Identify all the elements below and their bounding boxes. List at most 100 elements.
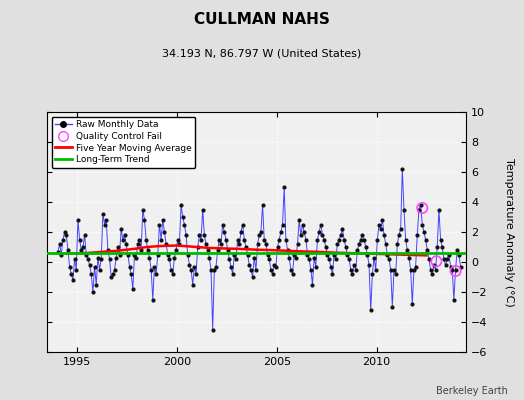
Point [395,232,403,238]
Point [111,266,119,273]
Point [163,251,172,258]
Point [80,232,89,238]
Point [398,166,407,172]
Point [64,247,72,253]
Point [101,221,109,228]
Point [233,236,242,243]
Point [370,254,378,261]
Point [415,206,423,213]
Point [167,266,176,273]
Point [358,232,367,238]
Point [403,247,411,253]
Point [121,232,129,238]
Point [352,266,360,273]
Point [287,266,295,273]
Point [190,263,199,270]
Point [413,232,421,238]
Point [258,202,267,208]
Text: 34.193 N, 86.797 W (United States): 34.193 N, 86.797 W (United States) [162,48,362,58]
Point [411,263,420,270]
Point [407,266,415,273]
Point [373,236,381,243]
Point [192,271,200,277]
Point [67,271,75,277]
Point [450,296,458,303]
Point [300,229,308,235]
Point [209,326,217,333]
Point [375,221,383,228]
Point [405,254,413,261]
Point [175,241,183,247]
Point [193,244,202,250]
Point [117,226,125,232]
Point [134,241,142,247]
Point [433,244,441,250]
Point [59,236,67,243]
Point [145,254,154,261]
Point [441,262,450,268]
Point [293,241,302,247]
Point [298,221,307,228]
Point [360,236,368,243]
Y-axis label: Temperature Anomaly (°C): Temperature Anomaly (°C) [505,158,515,306]
Point [69,277,77,283]
Point [277,229,285,235]
Point [227,263,235,270]
Point [366,307,375,313]
Point [310,254,319,261]
Point [230,251,238,258]
Point [114,244,122,250]
Point [142,236,150,243]
Point [380,232,388,238]
Point [223,247,232,253]
Point [436,236,445,243]
Point [125,263,134,270]
Point [74,217,82,223]
Point [248,274,257,280]
Point [220,229,228,235]
Point [77,247,85,253]
Point [302,236,310,243]
Point [326,263,335,270]
Point [70,256,79,262]
Point [90,263,99,270]
Point [162,241,170,247]
Point [312,263,320,270]
Point [170,254,179,261]
Point [157,236,165,243]
Point [385,256,393,262]
Point [401,236,410,243]
Legend: Raw Monthly Data, Quality Control Fail, Five Year Moving Average, Long-Term Tren: Raw Monthly Data, Quality Control Fail, … [52,116,195,168]
Point [115,251,124,258]
Point [332,256,340,262]
Point [368,271,377,277]
Point [308,281,316,288]
Point [278,221,287,228]
Point [307,266,315,273]
Point [79,244,87,250]
Point [336,232,345,238]
Point [228,271,237,277]
Point [240,236,248,243]
Point [283,247,292,253]
Point [410,266,418,273]
Point [264,251,272,258]
Point [107,274,115,280]
Point [285,254,293,261]
Point [139,206,147,213]
Point [177,202,185,208]
Point [338,226,346,232]
Point [185,262,193,268]
Point [451,266,460,273]
Point [290,251,298,258]
Point [104,247,112,253]
Point [94,254,102,261]
Point [235,241,244,247]
Point [128,286,137,292]
Point [316,221,325,228]
Point [108,271,117,277]
Point [257,229,265,235]
Point [445,251,453,258]
Point [267,266,275,273]
Point [132,254,140,261]
